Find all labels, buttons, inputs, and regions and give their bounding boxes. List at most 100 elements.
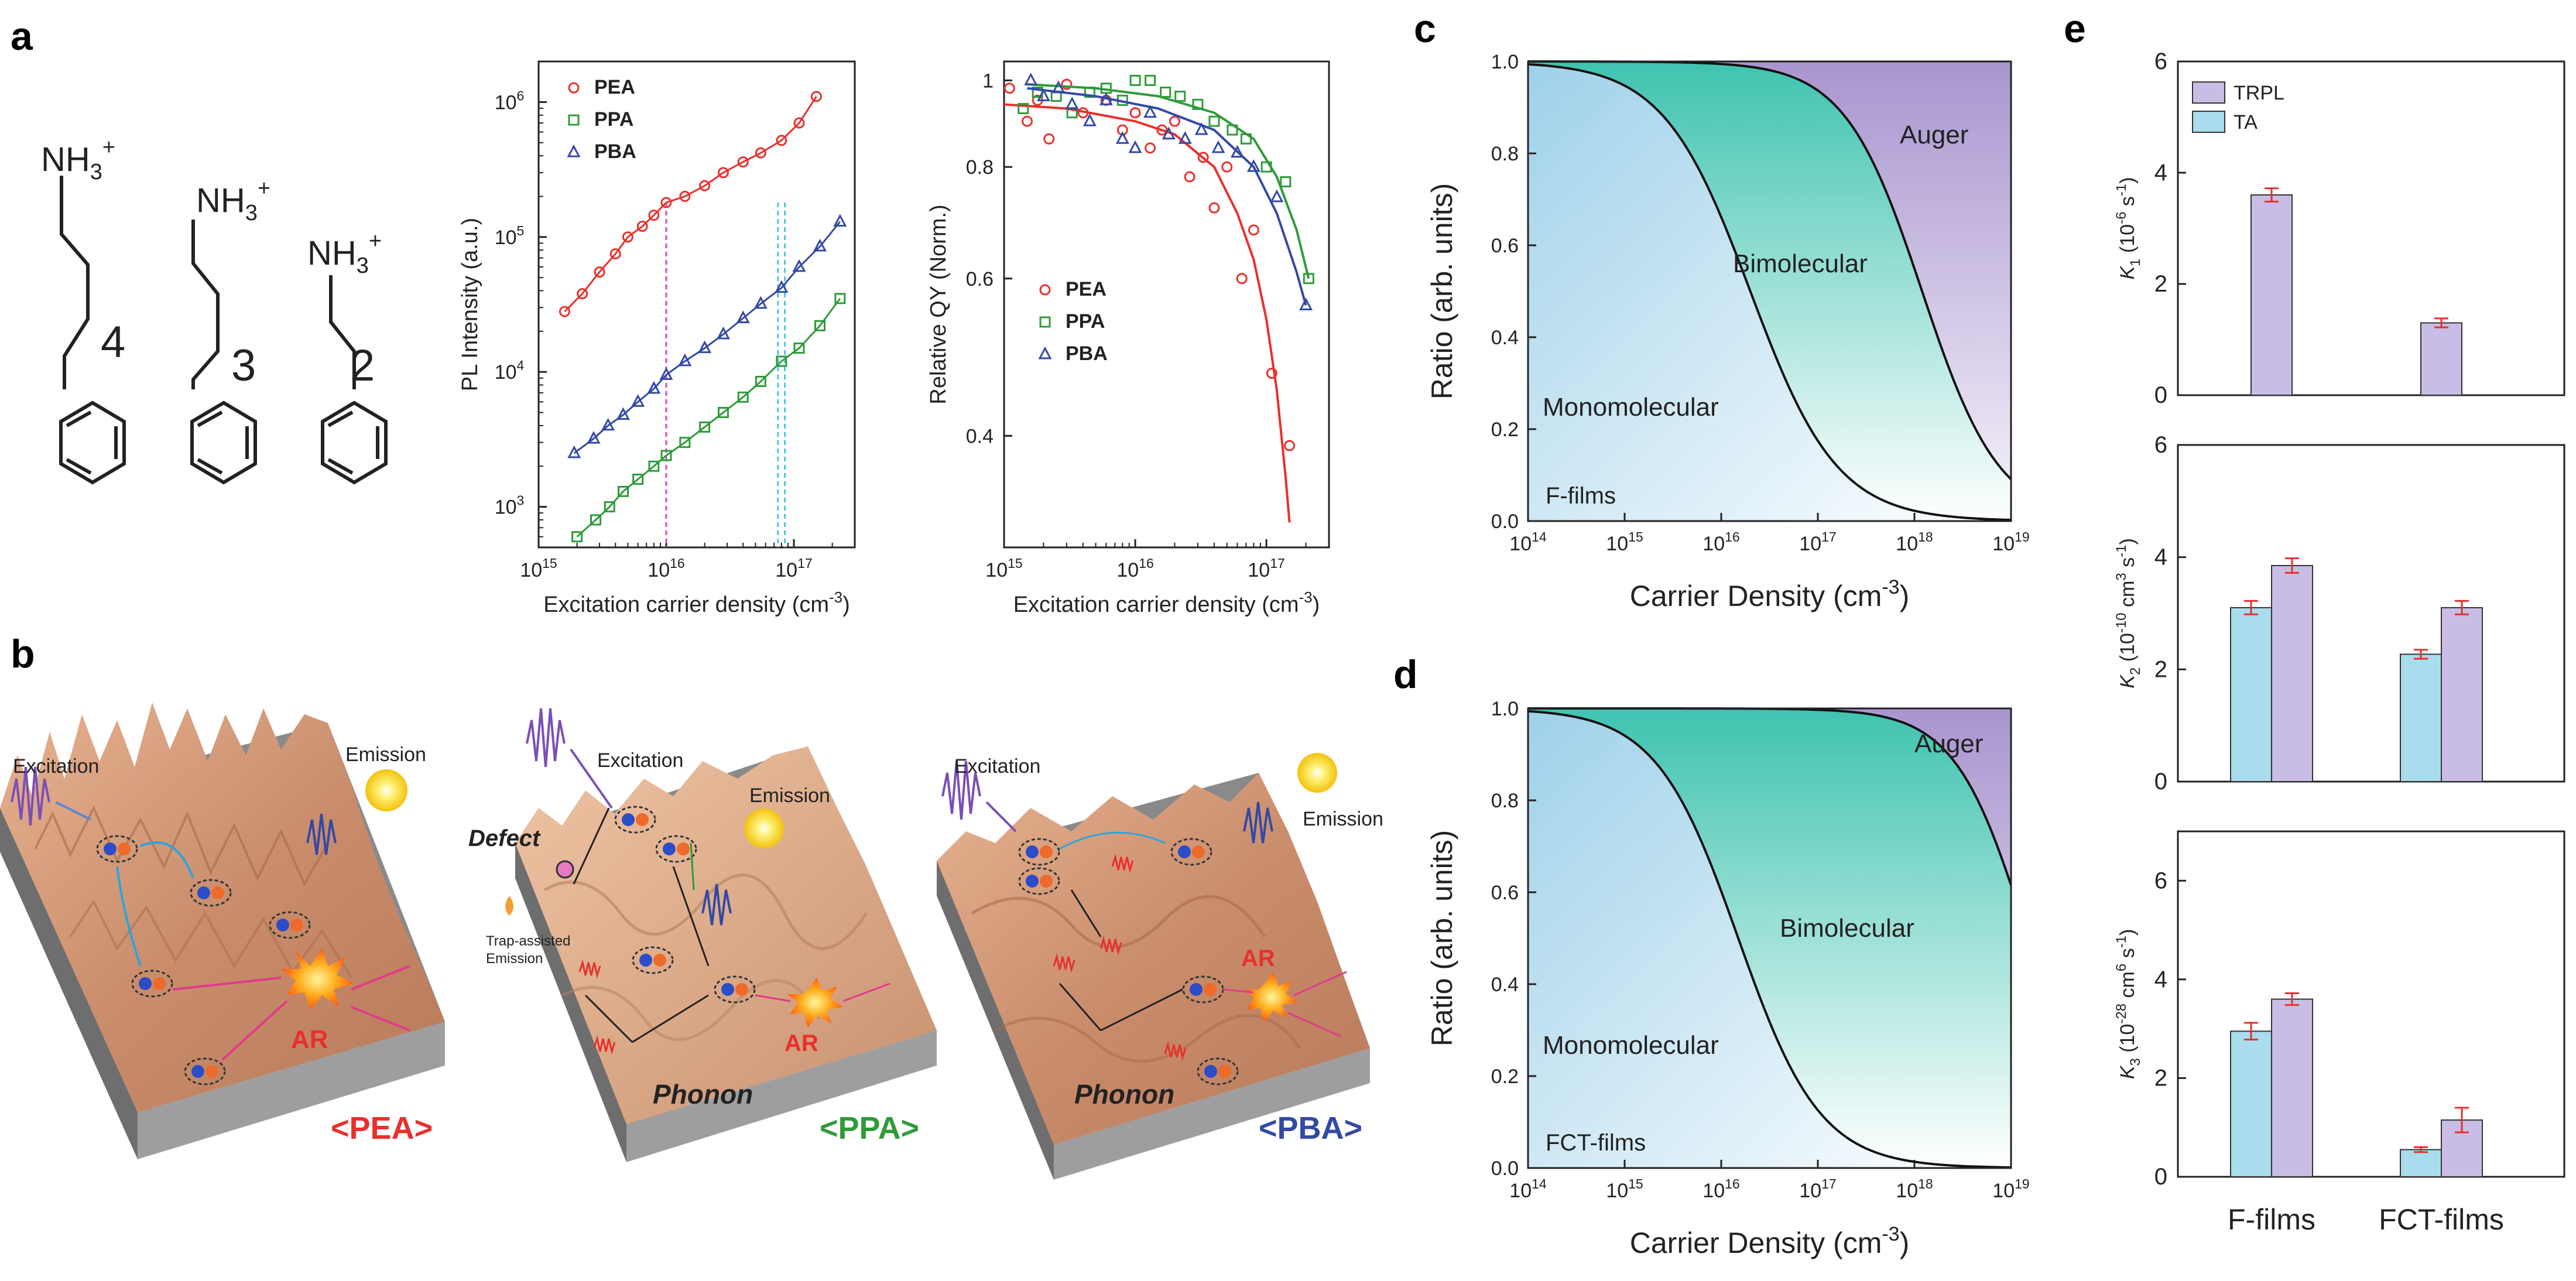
plot-frame — [1003, 60, 1330, 549]
x-tick-label: 1016 — [1703, 1176, 1739, 1202]
plot-frame-k1 — [2177, 60, 2565, 396]
data-point-ppa — [699, 421, 711, 433]
scene-pea-emission-sun — [365, 769, 407, 811]
scene-pba-emission-wave — [1243, 802, 1273, 844]
plot-frame-k3 — [2177, 830, 2565, 1178]
data-point-pea — [717, 167, 729, 179]
data-point-pba — [678, 353, 692, 367]
data-point-ppa — [1280, 176, 1292, 187]
auger-recombination-burst-ppa — [787, 978, 843, 1027]
data-point-pea — [1043, 133, 1055, 145]
legend-label-pba: PBA — [1066, 342, 1108, 365]
plot-frame — [537, 60, 856, 549]
molecule-pea-2 — [321, 275, 388, 485]
y-axis-label: Ratio (arb. units) — [1426, 183, 1458, 400]
data-point-ppa — [1303, 273, 1314, 285]
legend-label-ppa: PPA — [1066, 310, 1105, 333]
scene-pea-excitation-wave — [11, 766, 91, 826]
x-axis-label: Carrier Density (cm-3) — [1630, 576, 1909, 612]
x-tick-label: 1014 — [1509, 1176, 1547, 1202]
scene-pba-title: <PBA> — [1259, 1111, 1362, 1146]
x-tick-label: 1018 — [1896, 1176, 1933, 1202]
x-tick-label: 1019 — [1992, 529, 2029, 555]
plot-frame-k2 — [2177, 444, 2565, 783]
boundary-curve-mono-bi — [1527, 63, 2012, 522]
region-label-monomolecular: Monomolecular — [1543, 393, 1719, 422]
series-line-pea — [564, 96, 817, 313]
data-point-pba — [647, 381, 661, 394]
data-point-pea — [1284, 440, 1296, 451]
legend-label-pba: PBA — [594, 141, 636, 163]
bar-ta-k3 — [2230, 1030, 2272, 1178]
data-point-ppa — [814, 320, 825, 331]
data-point-pea — [1061, 78, 1073, 90]
y-tick-label: 6 — [2154, 432, 2167, 458]
data-point-ppa — [755, 375, 766, 387]
x-tick-label: 1015 — [985, 556, 1022, 581]
data-point-pba — [1143, 105, 1157, 118]
y-tick-label: 4 — [2154, 160, 2167, 186]
x-axis-label: Excitation carrier density (cm-3) — [1013, 588, 1320, 617]
data-point-pea — [1003, 83, 1015, 94]
y-tick-label: 0.0 — [1491, 1157, 1519, 1180]
legend-marker-pea — [568, 82, 580, 94]
x-tick-label: 1015 — [520, 556, 557, 581]
data-point-pba — [1162, 126, 1176, 140]
scene-ppa-defect-label: Defect — [468, 826, 541, 851]
data-point-ppa — [717, 407, 729, 419]
x-tick-label: 1015 — [1606, 1176, 1643, 1202]
scene-ppa-phonon-wave — [578, 959, 616, 1055]
scene-pea — [0, 703, 445, 1159]
scene-pba-emission-sun — [1297, 753, 1337, 793]
monomolecular-region — [1528, 64, 2011, 521]
data-point-ppa — [1018, 102, 1029, 114]
panel-label-e: e — [2064, 6, 2086, 51]
scene-pba-emission-label: Emission — [1303, 808, 1383, 830]
plot-frame — [1527, 707, 2012, 1169]
relative-qy-chart: 1015 1016 1017 0.4 0.6 0.8 1 Excitation carrier… — [926, 60, 1330, 617]
x-axis-label: Excitation carrier density (cm-3) — [543, 588, 850, 617]
data-point-ppa — [737, 391, 749, 403]
data-point-ppa — [679, 437, 691, 448]
y-axis-label: Ratio (arb. units) — [1426, 830, 1458, 1047]
data-point-ppa — [617, 485, 629, 497]
data-point-pba — [601, 417, 615, 431]
data-point-ppa — [660, 450, 672, 461]
y-axis-label: PL Intensity (a.u.) — [458, 218, 482, 391]
plot-frame — [1527, 60, 2012, 522]
region-label-monomolecular: Monomolecular — [1543, 1031, 1719, 1060]
data-point-pea — [622, 231, 633, 243]
scene-ppa-title: <PPA> — [820, 1111, 919, 1146]
data-point-pea — [755, 147, 766, 159]
data-point-pba — [736, 310, 750, 324]
data-point-ppa — [776, 355, 787, 367]
data-point-ppa — [571, 531, 583, 543]
data-point-pba — [1270, 189, 1284, 203]
data-point-pba — [833, 214, 847, 227]
scene-pea-emission-wave — [306, 813, 337, 855]
data-point-pba — [775, 280, 789, 293]
chart-title: F-films — [1546, 483, 1616, 509]
data-point-ppa — [1145, 74, 1156, 86]
y-tick-label: 2 — [2154, 656, 2167, 682]
data-point-pba — [1246, 159, 1260, 172]
scene-ppa-trap-label-2: Emission — [486, 951, 543, 967]
y-axis-label-k1: K1 (10-6 s-1) — [2113, 177, 2143, 279]
scene-pea-transfer-arrows — [116, 841, 410, 1061]
scene-ppa-trap-emission-drop — [505, 896, 513, 916]
data-point-pba — [1194, 122, 1208, 135]
scene-pba — [937, 773, 1370, 1180]
data-point-pea — [636, 221, 648, 232]
chart-title: FCT-films — [1546, 1130, 1646, 1156]
data-point-pea — [699, 180, 711, 191]
data-point-ppa — [834, 293, 846, 304]
data-point-pea — [1248, 224, 1259, 236]
y-tick-label: 104 — [495, 358, 525, 383]
scene-pea-emission-label: Emission — [345, 744, 426, 766]
bar-trpl-k2 — [2271, 565, 2313, 783]
amine-label-2: NH3+ — [307, 229, 382, 278]
x-tick-label: 1015 — [1606, 529, 1643, 555]
data-point-pea — [1221, 161, 1233, 173]
data-point-pea — [1145, 142, 1156, 154]
x-tick-label: 1016 — [1703, 529, 1739, 555]
